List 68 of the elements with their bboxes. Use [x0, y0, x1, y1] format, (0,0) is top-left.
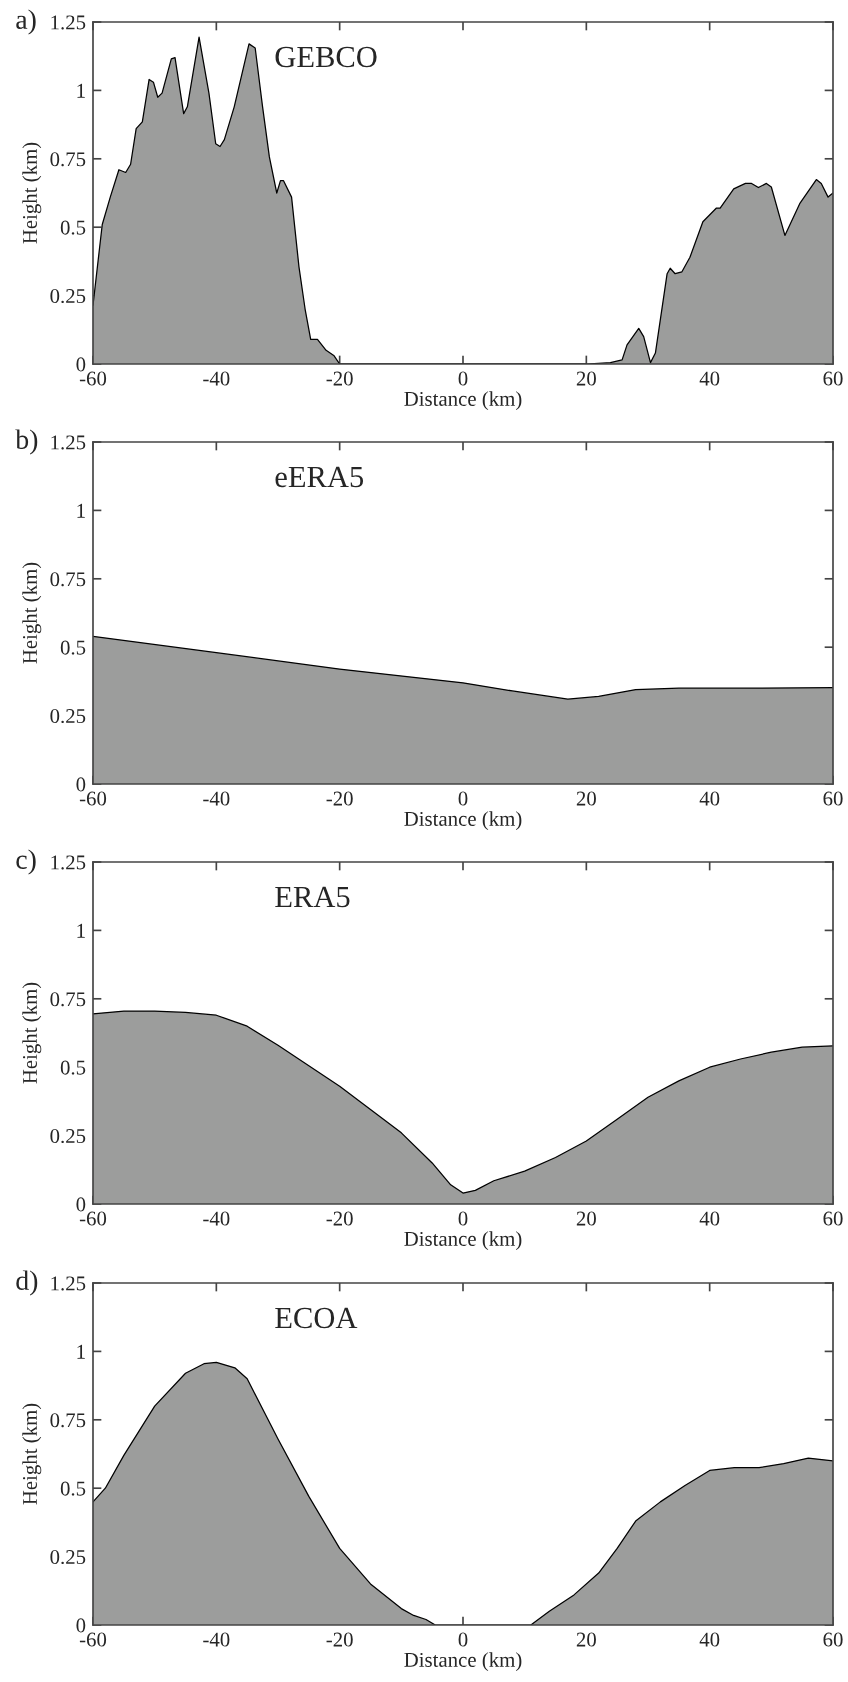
x-axis-title: Distance (km) [404, 1652, 522, 1672]
x-tick-label: 20 [576, 791, 596, 806]
x-tick-label: 20 [576, 371, 596, 386]
x-tick-label: 40 [699, 791, 720, 806]
x-tick-label: 0 [458, 371, 468, 386]
x-tick-label: -20 [326, 1211, 353, 1226]
x-tick-label: 60 [823, 1211, 843, 1226]
y-tick-label: 0.25 [50, 708, 86, 724]
y-tick-label: 1 [77, 1344, 85, 1359]
x-tick-label: -60 [79, 1211, 107, 1226]
x-tick-label: 20 [576, 1211, 596, 1226]
x-tick-label: -40 [203, 371, 230, 386]
y-tick-label: 1.25 [51, 855, 86, 870]
x-tick-label: 40 [699, 1632, 720, 1647]
x-tick-label: -40 [203, 791, 230, 806]
annotation: GEBCO [275, 46, 377, 68]
y-tick-label: 1 [77, 83, 85, 98]
y-tick-label: 1 [77, 923, 85, 938]
x-tick-label: 60 [823, 1632, 843, 1647]
y-tick-label: 0 [76, 1618, 86, 1633]
y-tick-label: 1.25 [51, 15, 86, 30]
y-tick-label: 0.75 [50, 992, 86, 1007]
y-tick-label: 0.5 [60, 1481, 86, 1496]
y-axis-title: Height (km) [22, 1403, 42, 1505]
annotation: ECOA [275, 1307, 358, 1329]
y-tick-label: 0.75 [50, 152, 86, 167]
x-tick-label: 20 [576, 1632, 596, 1647]
y-tick-label: 0.25 [50, 1549, 86, 1565]
x-tick-label: 40 [699, 1211, 720, 1226]
x-axis-title: Distance (km) [404, 811, 522, 831]
x-tick-label: -20 [326, 371, 353, 386]
text: b) [15, 429, 38, 455]
x-tick-label: -40 [203, 1211, 230, 1226]
x-tick-label: -20 [326, 1632, 353, 1647]
y-tick-label: 0 [76, 357, 86, 372]
text: c) [16, 849, 36, 875]
x-tick-label: 0 [458, 1632, 468, 1647]
x-axis-title: Distance (km) [404, 391, 522, 411]
y-axis-title: Height (km) [22, 142, 42, 244]
x-tick-label: 40 [699, 371, 720, 386]
y-tick-label: 0.5 [60, 640, 86, 655]
text: a) [16, 9, 36, 35]
x-tick-label: -60 [79, 371, 107, 386]
x-tick-label: 60 [823, 371, 843, 386]
y-tick-label: 0.75 [50, 1413, 86, 1428]
x-tick-label: 60 [823, 791, 843, 806]
x-axis-title: Distance (km) [404, 1231, 522, 1251]
y-axis-title: Height (km) [22, 982, 42, 1084]
y-tick-label: 1 [77, 503, 85, 518]
x-tick-label: -60 [79, 1632, 107, 1647]
y-tick-label: 1.25 [51, 435, 86, 450]
y-axis-title: Height (km) [22, 562, 42, 664]
x-tick-label: 0 [458, 791, 468, 806]
y-tick-label: 0.5 [60, 1060, 86, 1075]
annotation: ERA5 [275, 886, 350, 908]
x-tick-label: -60 [79, 791, 107, 806]
y-tick-label: 0 [76, 777, 86, 792]
text: d) [16, 1270, 38, 1296]
y-tick-label: 0.25 [50, 1128, 86, 1144]
y-tick-label: 0.5 [60, 220, 86, 235]
y-tick-label: 0 [76, 1197, 86, 1212]
x-tick-label: -20 [326, 791, 353, 806]
annotation: eERA5 [275, 466, 364, 488]
y-tick-label: 0.75 [50, 572, 86, 587]
x-tick-label: 0 [458, 1211, 468, 1226]
x-tick-label: -40 [203, 1632, 230, 1647]
y-tick-label: 0.25 [50, 288, 86, 304]
y-tick-label: 1.25 [51, 1276, 86, 1291]
